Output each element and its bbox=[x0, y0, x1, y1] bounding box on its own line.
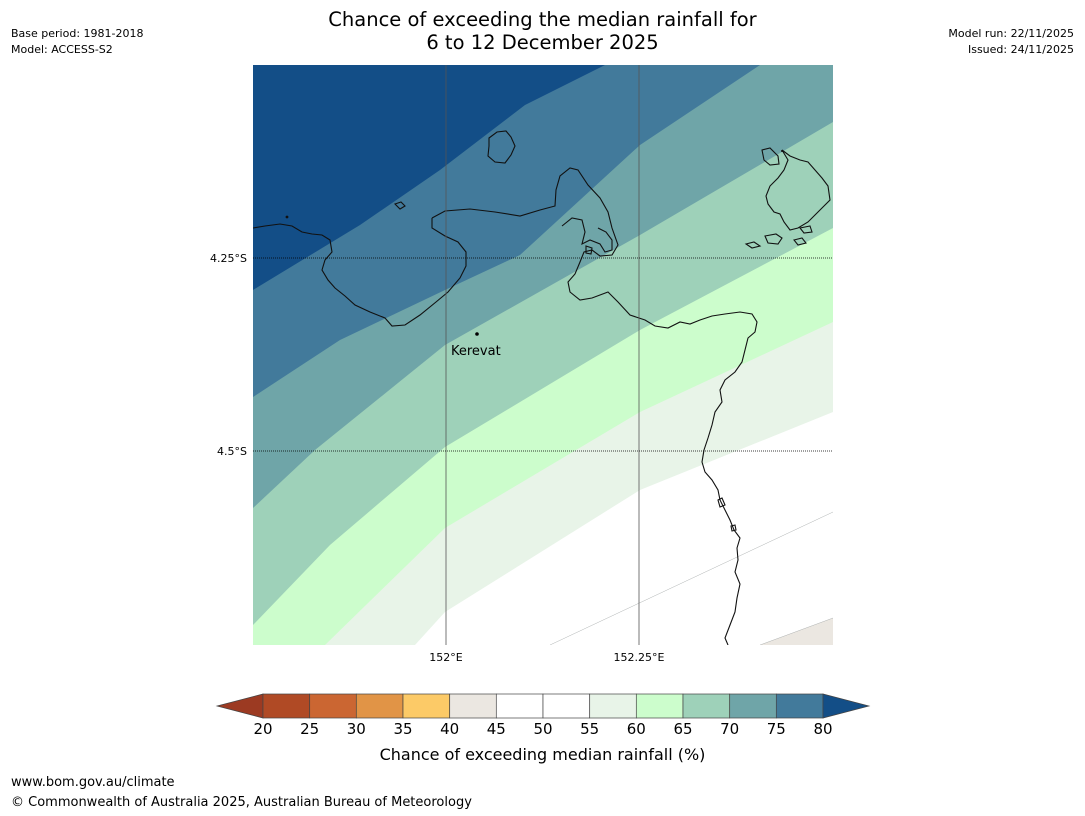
coastline bbox=[253, 130, 831, 645]
colorbar-box-40-45 bbox=[449, 693, 497, 719]
colorbar-tick: 20 bbox=[253, 720, 273, 738]
colorbar-box-70-75 bbox=[729, 693, 777, 719]
graticule bbox=[253, 65, 833, 645]
lon-label-152-25: 152.25°E bbox=[614, 651, 665, 664]
colorbar-box-45-50 bbox=[495, 693, 544, 719]
band-above-80 bbox=[253, 65, 605, 290]
colorbar-tick: 35 bbox=[393, 720, 413, 738]
chart-title: Chance of exceeding the median rainfall … bbox=[0, 8, 1085, 54]
contour-lines bbox=[549, 511, 833, 645]
model-run-text: Model run: 22/11/2025 bbox=[948, 27, 1074, 40]
title-line-1: Chance of exceeding the median rainfall … bbox=[328, 8, 757, 31]
colorbar-tick: 30 bbox=[346, 720, 366, 738]
lat-label-4-25: 4.25°S bbox=[210, 252, 247, 265]
islet-marker bbox=[781, 150, 783, 152]
colorbar-tick: 75 bbox=[766, 720, 786, 738]
title-line-2: 6 to 12 December 2025 bbox=[426, 31, 659, 54]
base-period-text: Base period: 1981-2018 bbox=[11, 27, 144, 40]
colorbar-box-50-55 bbox=[542, 693, 591, 719]
lon-label-152: 152°E bbox=[429, 651, 462, 664]
colorbar-tick: 55 bbox=[580, 720, 600, 738]
footer-url: www.bom.gov.au/climate bbox=[11, 775, 175, 790]
meta-left: Base period: 1981-2018 Model: ACCESS-S2 bbox=[11, 26, 143, 58]
colorbar-tick: 65 bbox=[673, 720, 693, 738]
lat-label-4-5: 4.5°S bbox=[217, 445, 247, 458]
model-text: Model: ACCESS-S2 bbox=[11, 43, 113, 56]
colorbar-tick: 25 bbox=[300, 720, 320, 738]
colorbar-tick: 40 bbox=[440, 720, 460, 738]
colorbar-box-20-25 bbox=[262, 693, 311, 719]
map-panel: Kerevat bbox=[253, 65, 833, 645]
issued-text: Issued: 24/11/2025 bbox=[967, 43, 1074, 56]
colorbar-box-55-60 bbox=[589, 693, 637, 719]
footer-copyright: © Commonwealth of Australia 2025, Austra… bbox=[11, 795, 472, 810]
colorbar-extend-high bbox=[822, 693, 871, 719]
kerevat-marker bbox=[475, 332, 479, 336]
colorbar-tick: 60 bbox=[626, 720, 646, 738]
colorbar-tick: 50 bbox=[533, 720, 553, 738]
colorbar-box-65-70 bbox=[682, 693, 731, 719]
colorbar-tick: 80 bbox=[813, 720, 833, 738]
colorbar-box-35-40 bbox=[402, 693, 451, 719]
islet-marker bbox=[285, 215, 289, 219]
colorbar-box-75-80 bbox=[775, 693, 824, 719]
colorbar-tick: 45 bbox=[486, 720, 506, 738]
meta-right: Model run: 22/11/2025 Issued: 24/11/2025 bbox=[948, 26, 1074, 58]
colorbar-box-25-30 bbox=[309, 693, 357, 719]
place-label-kerevat: Kerevat bbox=[451, 344, 501, 359]
colorbar bbox=[215, 693, 871, 719]
colorbar-label: Chance of exceeding median rainfall (%) bbox=[379, 745, 706, 764]
colorbar-box-60-65 bbox=[635, 693, 684, 719]
colorbar-extend-low bbox=[215, 693, 264, 719]
colorbar-tick: 70 bbox=[720, 720, 740, 738]
colorbar-box-30-35 bbox=[355, 693, 404, 719]
